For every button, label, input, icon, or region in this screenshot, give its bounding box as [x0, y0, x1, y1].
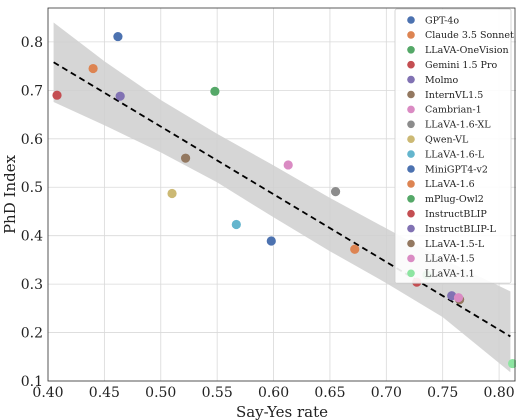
data-point — [508, 358, 516, 369]
x-tick-label: 0.80 — [483, 385, 514, 401]
y-tick-label: 0.1 — [21, 374, 43, 390]
legend-marker — [407, 60, 415, 69]
legend-marker — [407, 209, 415, 218]
confidence-band — [53, 22, 511, 373]
legend-marker — [407, 16, 415, 24]
legend-entry: LLaVA-1.5 — [425, 254, 475, 265]
x-tick-label: 0.50 — [145, 385, 176, 401]
y-tick-label: 0.5 — [21, 180, 43, 196]
legend-entry: MiniGPT4-v2 — [425, 164, 488, 175]
data-point — [231, 219, 241, 230]
legend-marker — [407, 195, 415, 203]
data-point — [115, 91, 125, 101]
legend-box — [394, 8, 512, 284]
data-point — [113, 31, 123, 42]
x-tick-label: 0.65 — [314, 385, 345, 401]
legend-marker — [407, 254, 415, 263]
data-points — [52, 31, 516, 369]
legend-entry: Cambrian-1 — [425, 105, 482, 116]
legend-marker — [407, 180, 415, 188]
data-point — [210, 86, 220, 96]
legend-entry: LLaVA-OneVision — [425, 45, 509, 56]
x-tick-label: 0.60 — [258, 385, 289, 401]
legend-marker — [407, 46, 415, 54]
legend-marker — [407, 75, 415, 84]
y-tick-label: 0.8 — [21, 35, 43, 51]
legend-marker — [407, 105, 415, 114]
confidence-band-area — [53, 22, 511, 373]
x-tick-labels: 0.40 0.45 0.50 0.55 0.60 0.65 0.70 0.75 0.80 — [32, 385, 514, 401]
plot-frame — [47, 7, 516, 382]
x-tick-label: 0.70 — [371, 385, 402, 401]
legend-entry: LLaVA-1.6 — [425, 179, 475, 190]
legend-entry: Molmo — [425, 75, 458, 86]
legend-marker — [407, 90, 415, 99]
legend-entry: InstructBLIP — [425, 209, 487, 220]
data-point — [330, 186, 341, 197]
data-point — [88, 63, 98, 74]
data-point — [180, 153, 191, 163]
legend-entry: InstructBLIP-L — [425, 224, 496, 235]
y-tick-label: 0.3 — [21, 277, 43, 293]
legend-marker — [407, 269, 415, 278]
legend-entry: LLaVA-1.1 — [425, 269, 475, 280]
y-tick-label: 0.2 — [21, 326, 43, 342]
data-point — [167, 188, 177, 199]
y-axis-label: PhD Index — [1, 154, 19, 234]
x-tick-label: 0.75 — [427, 385, 458, 401]
x-tick-label: 0.45 — [89, 385, 120, 401]
trend-line — [53, 61, 511, 338]
legend-entry: LLaVA-1.6-XL — [425, 120, 491, 131]
legend-entry: Claude 3.5 Sonnet — [425, 30, 514, 41]
legend-entry: LLaVA-1.6-L — [425, 149, 485, 160]
legend-entry: mPlug-Owl2 — [425, 194, 484, 205]
legend: GPT-4o Claude 3.5 Sonnet LLaVA-OneVision Ge… — [394, 8, 514, 284]
data-point — [283, 160, 293, 170]
legend-entry: LLaVA-1.5-L — [425, 239, 485, 250]
y-tick-label: 0.7 — [21, 83, 43, 99]
legend-entry: Qwen-VL — [425, 135, 469, 146]
data-point — [52, 90, 62, 100]
legend-entry: Gemini 1.5 Pro — [425, 60, 497, 71]
legend-marker — [407, 165, 415, 173]
legend-marker — [407, 135, 415, 143]
legend-marker — [407, 224, 415, 233]
legend-marker — [407, 150, 415, 158]
data-point — [266, 236, 276, 246]
y-tick-labels: 0.1 0.2 0.3 0.4 0.5 0.6 0.7 0.8 — [21, 35, 43, 390]
data-point — [453, 293, 464, 303]
legend-entry: GPT-4o — [425, 15, 459, 26]
x-tick-label: 0.40 — [32, 385, 63, 401]
legend-marker — [407, 120, 415, 129]
legend-entry: InternVL1.5 — [425, 90, 483, 101]
x-axis-label: Say-Yes rate — [236, 403, 328, 420]
trend-line-path — [53, 61, 511, 338]
legend-marker — [407, 239, 415, 248]
data-point — [350, 244, 360, 254]
x-tick-label: 0.55 — [202, 385, 233, 401]
y-tick-label: 0.4 — [21, 229, 43, 245]
y-tick-label: 0.6 — [21, 132, 43, 148]
legend-marker — [407, 31, 415, 39]
